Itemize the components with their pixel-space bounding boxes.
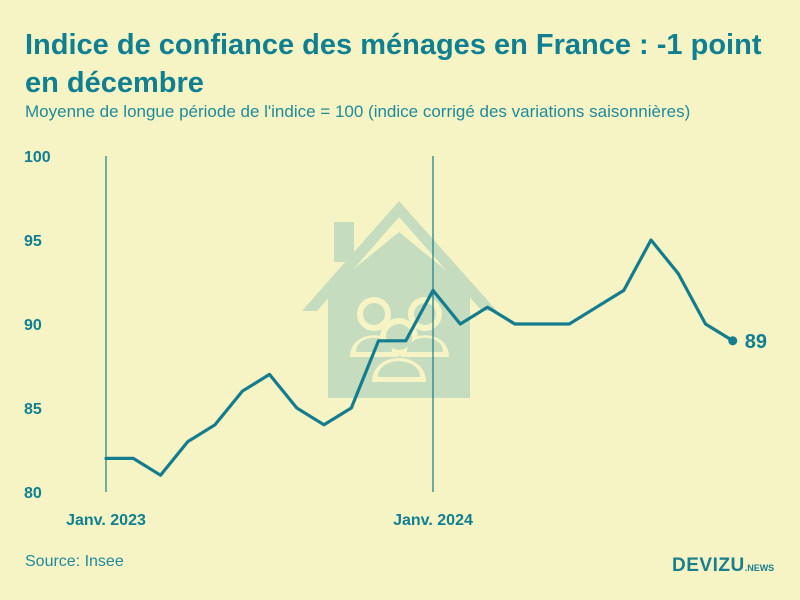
data-point — [649, 238, 652, 241]
data-point — [486, 306, 489, 309]
last-data-point — [728, 336, 738, 346]
data-point — [159, 474, 162, 477]
last-value-label: 89 — [745, 331, 767, 353]
y-tick-label: 95 — [24, 233, 42, 250]
y-tick-label: 90 — [24, 317, 42, 334]
data-point — [568, 322, 571, 325]
y-tick-label: 100 — [24, 149, 51, 166]
data-point — [622, 289, 625, 292]
data-point — [704, 322, 707, 325]
data-point — [132, 457, 135, 460]
brand-suffix: .NEWS — [744, 563, 775, 573]
chart-title: Indice de confiance des ménages en Franc… — [25, 29, 762, 99]
data-point — [104, 457, 107, 460]
x-tick-label: Janv. 2023 — [66, 512, 146, 529]
brand-logo: DEVIZU.NEWS — [672, 555, 774, 577]
data-point — [404, 339, 407, 342]
data-point — [241, 390, 244, 393]
data-point — [677, 272, 680, 275]
data-point — [377, 339, 380, 342]
brand-main: DEVIZU — [672, 555, 745, 576]
x-tick-label: Janv. 2024 — [393, 512, 473, 529]
y-tick-label: 80 — [24, 485, 42, 502]
data-point — [595, 306, 598, 309]
data-point — [459, 322, 462, 325]
series-line — [104, 238, 735, 477]
data-point — [186, 440, 189, 443]
data-point — [213, 423, 216, 426]
chart-subtitle: Moyenne de longue période de l'indice = … — [25, 102, 691, 121]
data-point — [431, 289, 434, 292]
source-note: Source: Insee — [25, 553, 124, 570]
data-point — [513, 322, 516, 325]
house-people-icon — [302, 201, 497, 398]
y-tick-label: 85 — [24, 401, 42, 418]
data-point — [322, 423, 325, 426]
data-point — [540, 322, 543, 325]
data-point — [350, 406, 353, 409]
data-point — [268, 373, 271, 376]
data-point — [295, 406, 298, 409]
